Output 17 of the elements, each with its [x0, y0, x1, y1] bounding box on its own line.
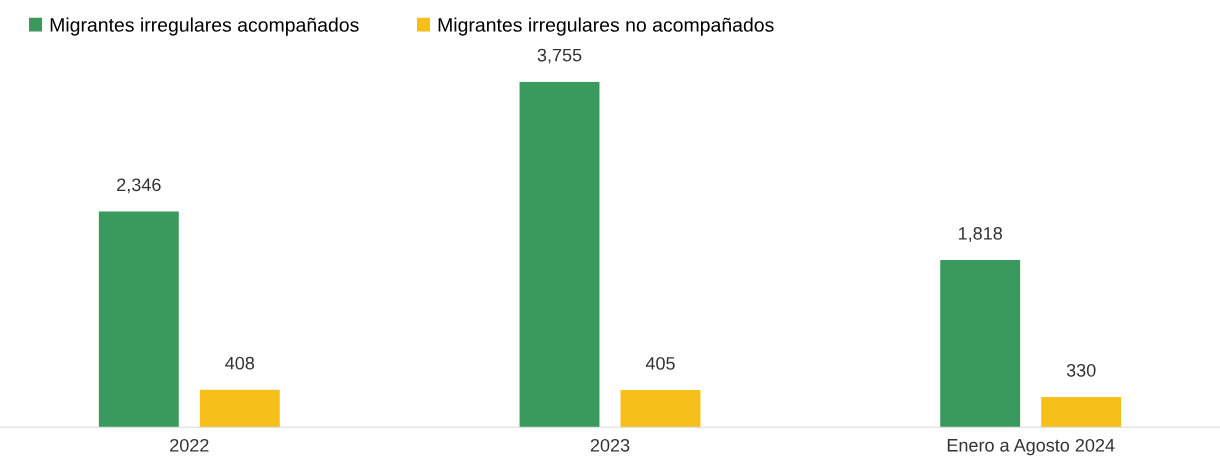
x-tick-label: Enero a Agosto 2024: [947, 438, 1115, 456]
bar: [519, 81, 600, 428]
bar: [620, 390, 701, 428]
data-label: 408: [225, 356, 255, 370]
legend-label: Migrantes irregulares acompañados: [50, 17, 359, 36]
data-label: 330: [1066, 363, 1096, 377]
data-label: 3,755: [537, 48, 582, 64]
bar: [1041, 396, 1122, 428]
x-tick-label: 2022: [170, 438, 209, 452]
legend-label: Migrantes irregulares no acompañados: [438, 17, 774, 36]
data-label: 2,346: [117, 178, 161, 194]
bar: [199, 389, 280, 428]
data-label: 405: [645, 357, 675, 370]
x-tick-label: 2023: [590, 438, 630, 452]
bar: [940, 259, 1021, 428]
data-label: 1,818: [958, 226, 1003, 242]
bar: [98, 211, 179, 428]
